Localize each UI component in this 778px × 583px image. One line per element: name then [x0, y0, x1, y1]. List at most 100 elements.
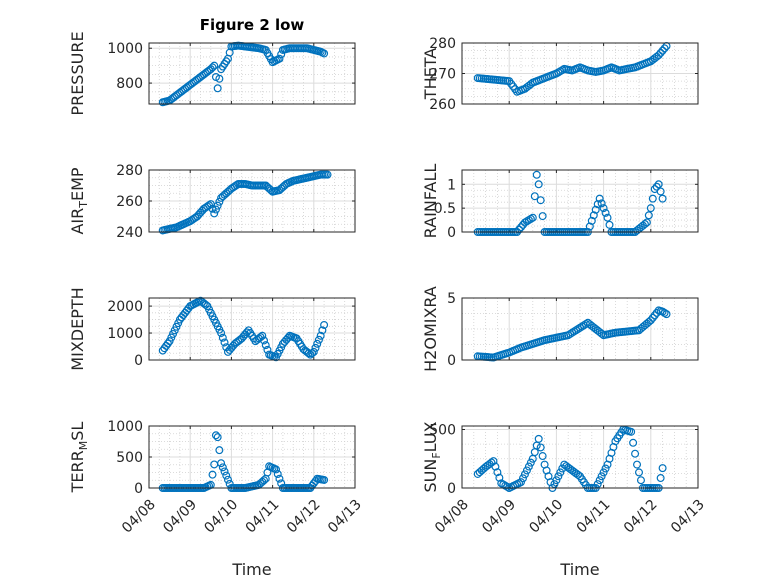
y-tick-label: 2000 [107, 299, 143, 315]
data-point [275, 474, 284, 483]
data-point [314, 335, 323, 344]
axes-box [148, 42, 356, 105]
data-point [629, 438, 638, 447]
y-axis-label-part: EMP [68, 167, 87, 201]
data-point [538, 212, 547, 221]
y-axis-label: RAINFALL [421, 164, 440, 239]
x-tick-label: 04/11 [574, 497, 614, 537]
data-point [318, 326, 327, 335]
x-tick-label: 04/10 [201, 497, 241, 537]
data-point [564, 331, 573, 340]
data-point [605, 220, 614, 229]
y-axis-label: SUNFLUX [421, 421, 443, 492]
y-tick-label: 1000 [107, 326, 143, 342]
data-point [658, 464, 667, 473]
y-axis-label: TERRMSL [68, 422, 90, 494]
data-point [526, 458, 535, 467]
data-point [323, 170, 332, 179]
data-point [491, 462, 500, 471]
data-point [163, 339, 172, 348]
data-point [223, 475, 232, 484]
data-point [654, 180, 663, 189]
data-point [532, 170, 541, 179]
data-point [311, 343, 320, 352]
x-tick-label: 04/10 [526, 497, 566, 537]
y-tick-label: 270 [429, 67, 456, 83]
data-point [208, 63, 217, 72]
data-point [656, 474, 665, 483]
data-point [644, 211, 653, 220]
data-point [627, 427, 636, 436]
data-point [566, 329, 575, 338]
data-point [660, 44, 669, 53]
data-point [572, 326, 581, 335]
data-point [552, 476, 561, 485]
x-tick-label: 04/12 [621, 497, 661, 537]
figure-title: Figure 2 low [200, 16, 305, 34]
x-tick-label: 04/13 [668, 497, 708, 537]
data-point [597, 472, 606, 481]
subplot-7: 0 500 1000 04/08 04/09 04/10 04/11 04/12 04/13 Ti… [68, 419, 365, 579]
axes-box [461, 169, 699, 233]
data-point [650, 311, 659, 320]
data-point [631, 449, 640, 458]
y-axis-label: THETA [421, 48, 440, 100]
data-point [599, 468, 608, 477]
y-axis-label-part: SUN [421, 459, 440, 493]
data-point [495, 473, 504, 482]
data-point [585, 222, 594, 231]
y-axis-label-part: LUX [421, 421, 440, 452]
x-tick-label: 04/12 [284, 497, 324, 537]
data-point [210, 61, 219, 70]
y-tick-label: 0 [447, 481, 456, 497]
data-point [656, 48, 665, 57]
data-point [658, 194, 667, 203]
data-point [558, 464, 567, 473]
data-series [473, 306, 671, 362]
data-point [574, 470, 583, 479]
data-point [213, 84, 222, 93]
x-tick-label: 04/08 [432, 497, 472, 537]
y-tick-label: 800 [116, 76, 143, 92]
y-tick-label: 5 [447, 291, 456, 307]
data-point [516, 478, 525, 487]
y-tick-label: 260 [116, 194, 143, 210]
y-tick-label: 280 [116, 163, 143, 179]
y-tick-label: 1 [447, 177, 456, 193]
subplot-4: 0 0.5 1 RAINFALL [421, 164, 699, 241]
data-point [313, 339, 322, 348]
axes-box [461, 425, 699, 489]
y-axis-label: MIXDEPTH [68, 287, 87, 370]
data-point [320, 475, 329, 484]
axes-box [461, 42, 699, 105]
data-point [489, 457, 498, 466]
y-axis-label-part: MIXDEPTH [68, 287, 87, 370]
data-point [646, 316, 655, 325]
data-point [215, 74, 224, 83]
data-point [601, 464, 610, 473]
data-point [589, 211, 598, 220]
y-axis-label-part: AIR [68, 208, 87, 235]
data-point [595, 194, 604, 203]
data-point [646, 204, 655, 213]
data-point [636, 476, 645, 485]
data-point [599, 204, 608, 213]
y-axis-label-part: RAINFALL [421, 164, 440, 239]
y-tick-label: 1000 [107, 41, 143, 57]
data-point [520, 218, 529, 227]
data-point [273, 470, 282, 479]
data-point [593, 200, 602, 209]
data-point [220, 467, 229, 476]
data-point [320, 320, 329, 329]
data-point [222, 471, 231, 480]
data-series [473, 42, 671, 96]
x-axis-label: Time [559, 560, 599, 579]
y-tick-label: 240 [116, 225, 143, 241]
y-axis-label-part: SL [68, 422, 87, 441]
data-point [662, 310, 671, 319]
y-tick-label: 1000 [107, 419, 143, 435]
data-point [320, 49, 329, 58]
data-point [587, 216, 596, 225]
data-point [260, 336, 269, 345]
axes-box [148, 425, 356, 489]
